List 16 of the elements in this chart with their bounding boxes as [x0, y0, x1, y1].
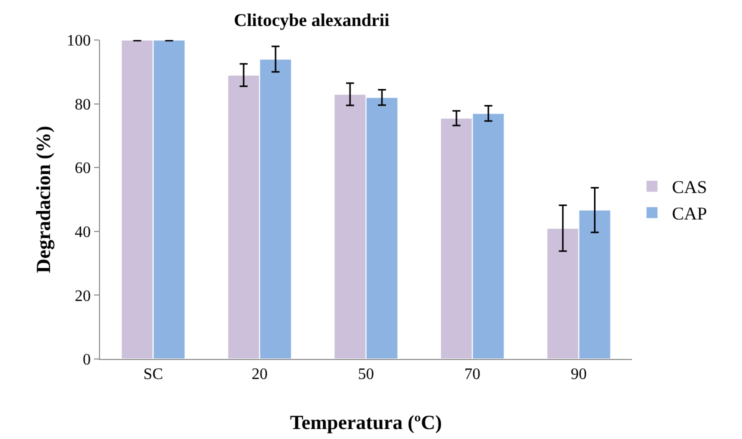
x-tick-label: SC: [143, 366, 163, 384]
y-tick-label: 40: [74, 224, 91, 241]
y-tick-label: 80: [74, 96, 91, 114]
x-axis-title: Temperatura (ºC): [290, 412, 442, 434]
y-tick-label: 60: [74, 160, 91, 178]
x-tick-label: 50: [358, 366, 374, 384]
y-tick-label: 20: [74, 288, 91, 305]
y-tick-label: 0: [82, 352, 91, 369]
x-tick-label: 90: [570, 366, 587, 384]
chart-title: Clitocybe alexandrii: [234, 10, 390, 30]
x-tick-label: 70: [464, 366, 480, 384]
x-tick-label: 20: [252, 366, 268, 384]
y-tick-label: 100: [66, 32, 91, 50]
legend-label: CAS: [672, 177, 708, 198]
y-axis-title: Degradacion (%): [33, 126, 55, 274]
legend-label: CAP: [672, 204, 708, 224]
